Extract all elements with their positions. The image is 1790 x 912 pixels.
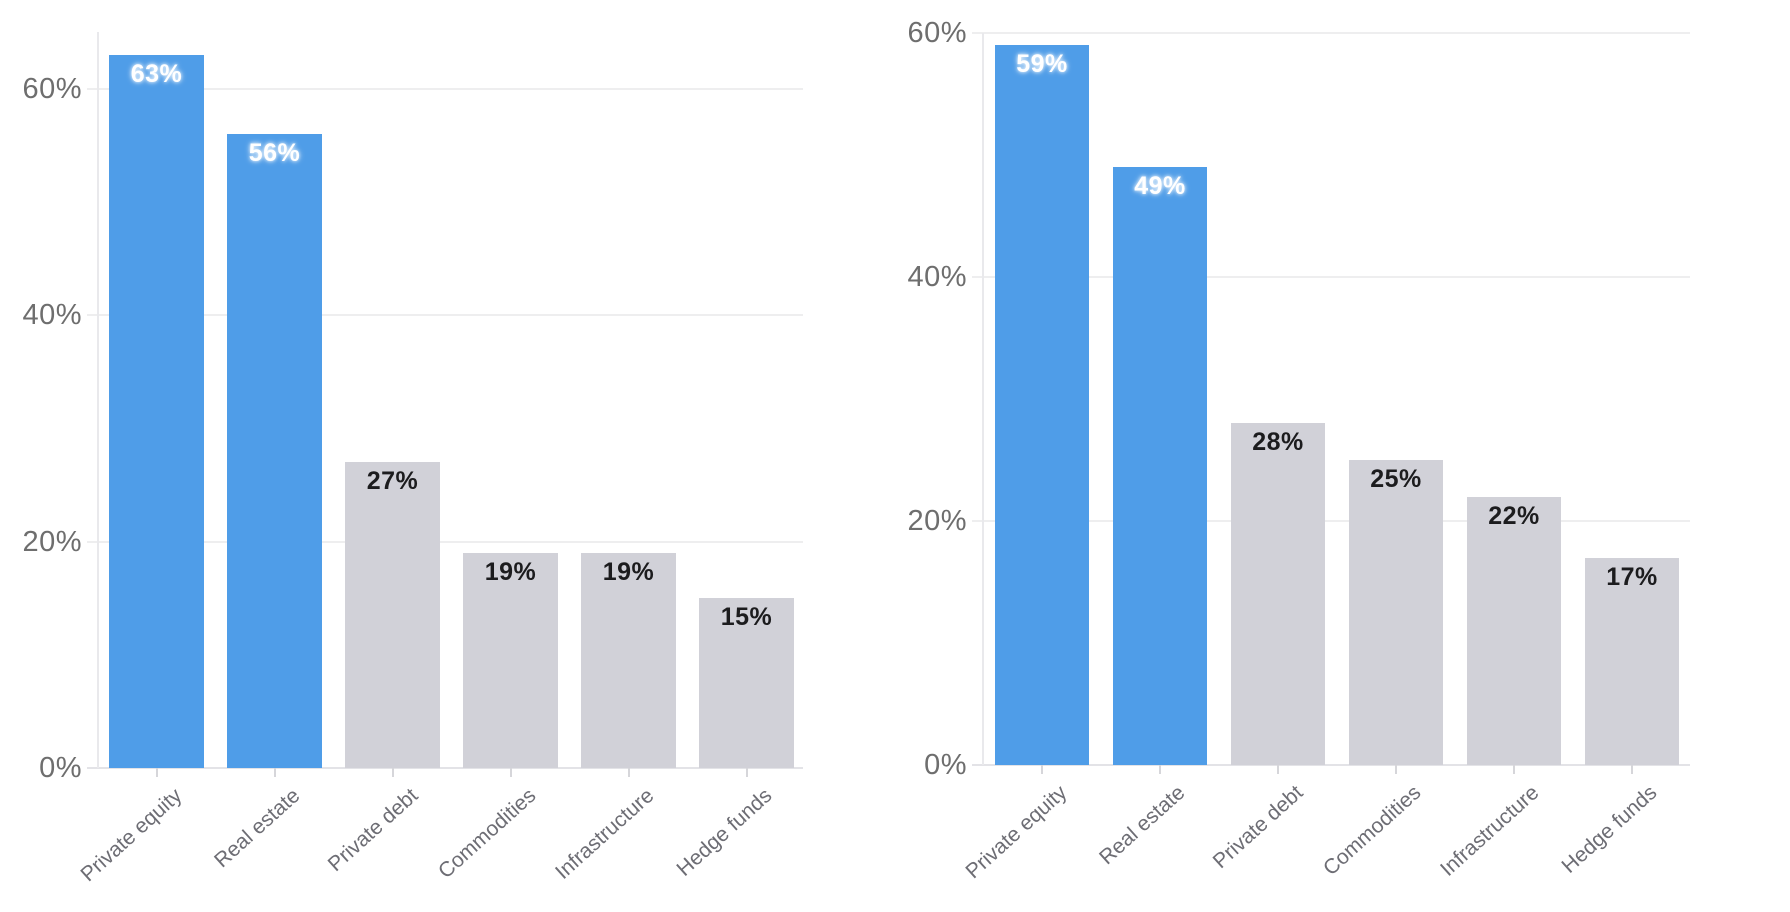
bar-value-label: 15% — [720, 603, 773, 632]
x-axis-tick — [273, 768, 276, 777]
bar-value-label: 56% — [248, 138, 301, 167]
bar-value-label: 19% — [602, 557, 655, 586]
bar-hedge-funds: 17% — [1585, 557, 1679, 765]
y-tick-label: 20% — [22, 525, 82, 558]
bar-commodities: 19% — [463, 552, 558, 768]
y-gridline — [87, 87, 803, 90]
bar-value-label: 49% — [1134, 172, 1186, 201]
x-axis-tick — [391, 768, 394, 777]
y-gridline — [87, 314, 803, 317]
y-gridline — [87, 540, 803, 543]
y-tick-label: 40% — [907, 261, 967, 293]
bar-infrastructure: 19% — [581, 552, 676, 768]
category-label: Private equity — [961, 781, 1072, 884]
x-axis-baseline — [87, 767, 803, 769]
y-axis-line — [97, 32, 99, 768]
bar-value-label: 22% — [1488, 501, 1540, 530]
x-axis-tick — [627, 768, 630, 777]
x-axis-tick — [1513, 765, 1515, 774]
x-axis-tick — [1277, 765, 1279, 774]
x-axis-tick — [155, 768, 158, 777]
bar-commodities: 25% — [1349, 460, 1443, 765]
y-gridline — [972, 520, 1690, 522]
y-gridline — [972, 32, 1690, 34]
bar-value-label: 28% — [1252, 428, 1304, 457]
bar-hedge-funds: 15% — [699, 598, 794, 768]
y-tick-label: 60% — [22, 72, 82, 105]
y-axis-line — [982, 33, 984, 765]
bar-value-label: 27% — [366, 467, 419, 496]
x-axis-tick — [1631, 765, 1633, 774]
bar-value-label: 25% — [1370, 465, 1422, 493]
bar-value-label: 19% — [484, 557, 537, 586]
bar-real-estate: 49% — [1113, 167, 1207, 765]
y-tick-label: 60% — [907, 17, 967, 49]
x-axis-tick — [1159, 765, 1161, 774]
x-axis-baseline — [972, 764, 1690, 766]
y-tick-label: 0% — [924, 749, 967, 781]
x-axis-tick — [745, 768, 748, 777]
x-axis-tick — [1395, 765, 1397, 774]
x-axis-tick — [1041, 765, 1043, 774]
bar-private-debt: 28% — [1231, 423, 1325, 765]
bar-value-label: 63% — [130, 59, 183, 88]
bar-value-label: 17% — [1606, 562, 1658, 591]
bar-infrastructure: 22% — [1467, 496, 1561, 765]
x-axis-tick — [509, 768, 512, 777]
y-tick-label: 0% — [39, 752, 82, 784]
bar-real-estate: 56% — [227, 133, 322, 768]
bar-private-equity: 59% — [995, 45, 1089, 765]
bar-private-equity: 63% — [109, 54, 204, 768]
y-tick-label: 20% — [907, 505, 967, 537]
bar-value-label: 59% — [1016, 50, 1068, 79]
y-tick-label: 40% — [22, 299, 82, 332]
y-gridline — [972, 276, 1690, 278]
bar-private-debt: 27% — [345, 462, 440, 768]
